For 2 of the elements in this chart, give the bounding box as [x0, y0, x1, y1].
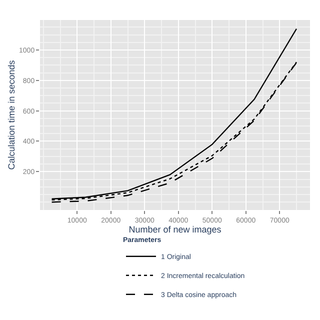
y-axis-title: Calculation time in seconds [6, 60, 16, 170]
x-axis-title: Number of new images [128, 224, 222, 234]
